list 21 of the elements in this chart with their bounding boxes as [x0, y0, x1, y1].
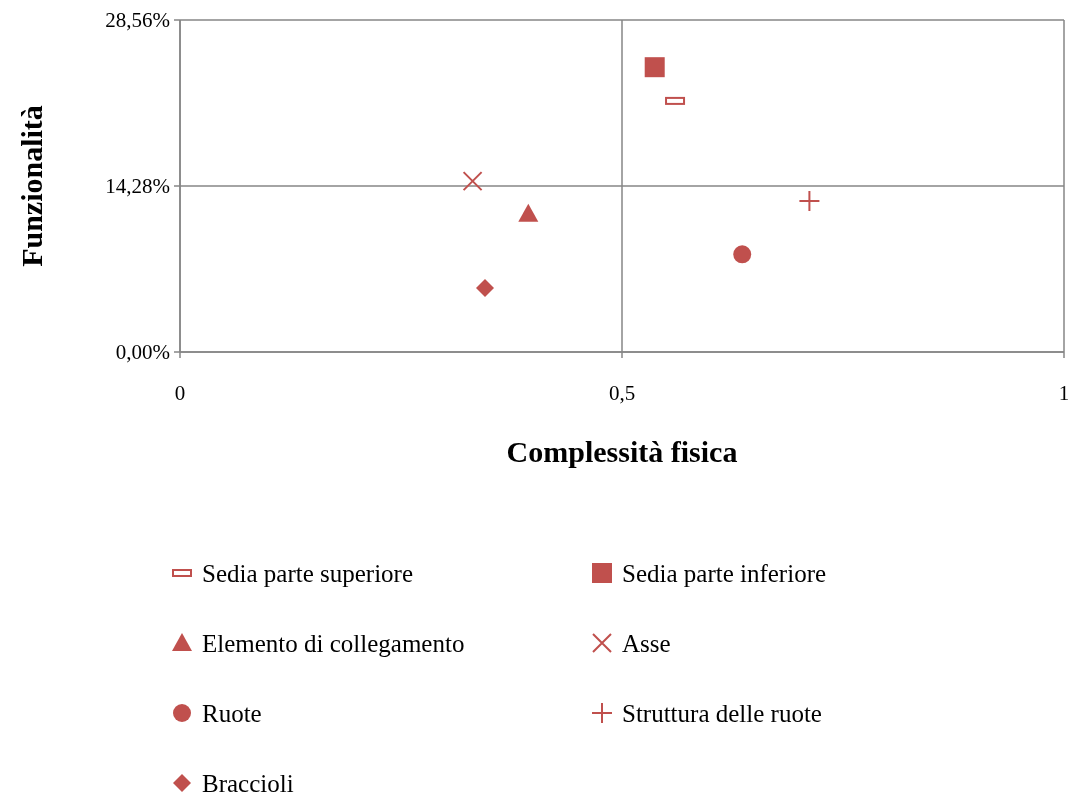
y-tick-label: 0,00% [115, 340, 170, 365]
x-axis-title: Complessità fisica [506, 435, 738, 468]
y-tick-label: 14,28% [105, 174, 170, 199]
legend-label: Asse [622, 629, 671, 657]
point [518, 203, 539, 222]
x-tick-label: 0,5 [608, 381, 636, 405]
legend-label: Braccioli [202, 769, 294, 796]
point [798, 189, 821, 212]
legend-label: Sedia parte superiore [202, 559, 414, 587]
point [462, 171, 483, 192]
point [644, 57, 665, 78]
point [475, 279, 494, 298]
legend-label: Sedia parte inferiore [622, 559, 827, 587]
x-tick-label: 1 [1058, 381, 1069, 405]
x-tick-label: 0 [174, 381, 186, 405]
y-axis-title: Funzionalità [15, 105, 48, 267]
legend-label: Elemento di collegamento [202, 629, 465, 657]
point [733, 245, 752, 264]
legend-label: Struttura delle ruote [622, 699, 822, 727]
y-tick-label: 28,56% [105, 8, 170, 33]
legend-label: Ruote [202, 699, 262, 727]
